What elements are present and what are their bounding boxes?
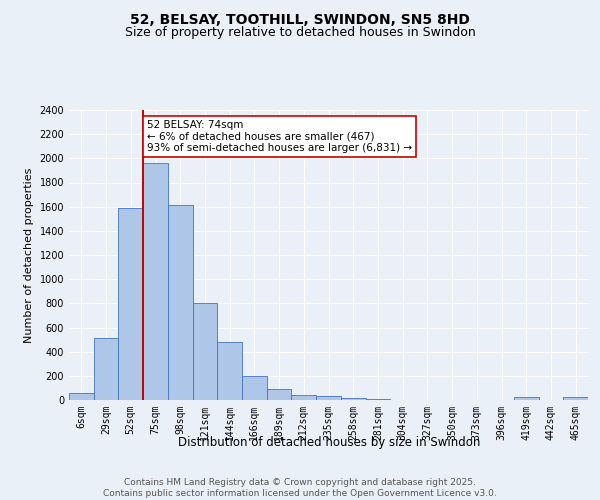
- Bar: [217, 342, 242, 400]
- Bar: [292, 395, 316, 400]
- Bar: [168, 206, 193, 400]
- Text: 52, BELSAY, TOOTHILL, SWINDON, SN5 8HD: 52, BELSAY, TOOTHILL, SWINDON, SN5 8HD: [130, 12, 470, 26]
- Bar: [267, 389, 292, 400]
- Bar: [118, 208, 143, 400]
- Text: Contains HM Land Registry data © Crown copyright and database right 2025.
Contai: Contains HM Land Registry data © Crown c…: [103, 478, 497, 498]
- Bar: [69, 394, 94, 400]
- Text: 52 BELSAY: 74sqm
← 6% of detached houses are smaller (467)
93% of semi-detached : 52 BELSAY: 74sqm ← 6% of detached houses…: [147, 120, 412, 153]
- Bar: [365, 399, 390, 400]
- Y-axis label: Number of detached properties: Number of detached properties: [24, 168, 34, 342]
- Bar: [94, 338, 118, 400]
- Bar: [316, 396, 341, 400]
- Bar: [563, 397, 588, 400]
- Bar: [341, 398, 365, 400]
- Bar: [242, 376, 267, 400]
- Text: Size of property relative to detached houses in Swindon: Size of property relative to detached ho…: [125, 26, 475, 39]
- Bar: [143, 163, 168, 400]
- Text: Distribution of detached houses by size in Swindon: Distribution of detached houses by size …: [178, 436, 480, 449]
- Bar: [514, 397, 539, 400]
- Bar: [193, 304, 217, 400]
